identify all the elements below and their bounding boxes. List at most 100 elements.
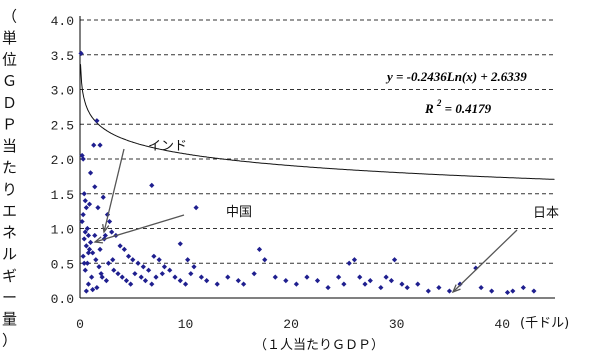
data-point xyxy=(95,205,101,211)
y-tick-label: 0.5 xyxy=(51,257,74,272)
data-point xyxy=(293,281,299,287)
data-point xyxy=(125,253,132,259)
data-point xyxy=(142,278,149,284)
data-point xyxy=(425,288,431,294)
data-point xyxy=(531,288,537,294)
data-point xyxy=(115,271,121,277)
data-point xyxy=(104,212,111,218)
data-point xyxy=(256,246,263,252)
data-point xyxy=(304,274,310,280)
data-point xyxy=(272,274,278,280)
axes xyxy=(79,16,555,299)
data-point xyxy=(191,264,197,270)
data-point xyxy=(504,289,511,296)
data-point xyxy=(80,212,86,218)
data-point xyxy=(159,271,165,277)
data-point xyxy=(102,232,108,239)
annotation-label: 日本 xyxy=(533,206,559,221)
data-point xyxy=(357,274,363,280)
data-point xyxy=(91,142,97,148)
data-point xyxy=(121,246,127,252)
data-point xyxy=(241,281,247,287)
data-point xyxy=(153,274,159,280)
data-points xyxy=(78,50,537,296)
x-unit-label: (千ドル) xyxy=(520,316,569,331)
data-point xyxy=(283,278,289,284)
data-point xyxy=(404,284,410,291)
x-tick-label: 10 xyxy=(178,317,194,332)
annotation-arrow xyxy=(94,214,185,243)
data-point xyxy=(85,250,92,256)
r2-r: R xyxy=(424,101,434,116)
data-point xyxy=(346,260,352,266)
trendline-curve xyxy=(80,64,555,180)
data-point xyxy=(415,281,421,287)
data-point xyxy=(97,246,103,252)
data-point xyxy=(336,274,342,280)
data-point xyxy=(204,278,210,284)
y-tick-label: 1.5 xyxy=(51,188,74,203)
data-point xyxy=(82,198,88,204)
data-point xyxy=(79,218,85,225)
data-point xyxy=(111,267,117,273)
y-tick-label: 1.0 xyxy=(51,223,74,238)
x-tick-label: 30 xyxy=(389,317,405,332)
data-point xyxy=(109,229,115,235)
data-point xyxy=(106,218,113,225)
data-point xyxy=(89,274,95,280)
data-point xyxy=(341,281,347,287)
data-point xyxy=(520,284,526,291)
data-point xyxy=(161,264,168,270)
data-point xyxy=(83,288,89,294)
data-point xyxy=(436,284,442,291)
data-point xyxy=(82,267,88,273)
data-point xyxy=(235,278,241,284)
gridlines xyxy=(80,19,555,264)
x-tick-labels: 0 10 20 30 40 xyxy=(76,317,510,332)
data-point xyxy=(172,274,178,280)
data-point xyxy=(510,288,516,294)
data-point xyxy=(177,241,183,247)
data-point xyxy=(130,257,136,263)
data-point xyxy=(83,243,89,249)
data-point xyxy=(149,182,155,189)
trendline-equation: y = -0.2436Ln(x) + 2.6339 xyxy=(385,69,527,84)
data-point xyxy=(86,201,93,207)
data-point xyxy=(188,271,194,277)
y-tick-label: 2.0 xyxy=(51,153,74,168)
data-point xyxy=(84,260,90,266)
data-point xyxy=(325,284,331,291)
y-axis-label: （単位ＧＤＰ当たりエネルギー量） xyxy=(2,7,17,349)
data-point xyxy=(99,274,105,280)
annotation-arrow xyxy=(103,148,125,233)
trendline xyxy=(80,64,555,180)
data-point xyxy=(367,278,373,284)
data-point xyxy=(94,118,100,124)
data-point xyxy=(81,260,87,266)
y-tick-label: 4.0 xyxy=(51,14,74,29)
data-point xyxy=(97,142,103,148)
data-point xyxy=(378,284,384,291)
y-tick-label: 3.0 xyxy=(51,84,74,99)
data-point xyxy=(103,278,109,284)
data-point xyxy=(193,205,199,211)
data-point xyxy=(80,156,86,162)
data-point xyxy=(85,281,92,287)
data-point xyxy=(182,281,189,287)
x-tick-label: 0 xyxy=(76,317,84,332)
data-point xyxy=(135,260,141,266)
annotation-arrowhead xyxy=(451,284,461,294)
data-point xyxy=(225,274,231,280)
annotation-arrowhead xyxy=(93,236,104,244)
annotation-arrowhead xyxy=(102,224,110,234)
data-point xyxy=(100,194,106,200)
data-point xyxy=(87,239,94,245)
data-point xyxy=(251,271,257,277)
data-point xyxy=(92,232,98,239)
data-point xyxy=(90,287,96,293)
y-tick-label: 3.5 xyxy=(51,49,74,64)
x-tick-label: 20 xyxy=(283,317,299,332)
data-point xyxy=(399,281,405,287)
x-tick-label: 40 xyxy=(494,317,510,332)
